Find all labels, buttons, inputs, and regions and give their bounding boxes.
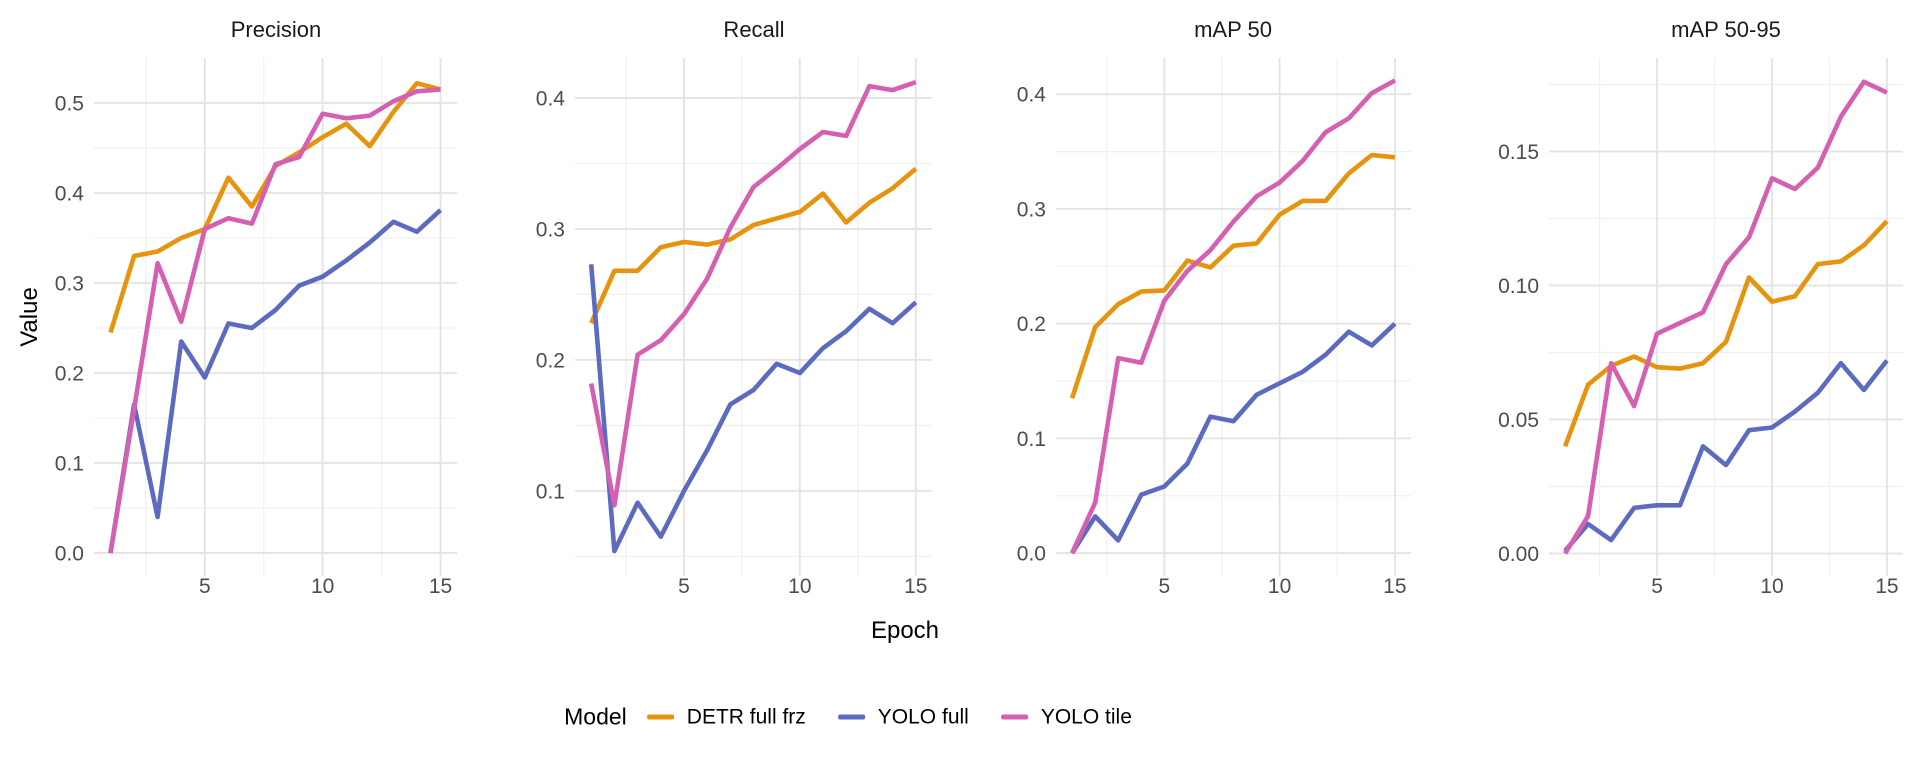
- series-line-detr-full-frz: [1562, 219, 1889, 448]
- y-tick-label: 0.10: [1498, 275, 1539, 298]
- facet-title-map5095: mAP 50-95: [1671, 17, 1781, 42]
- y-tick-label: 0.3: [55, 272, 84, 295]
- series-line-yolo-full: [588, 264, 918, 554]
- facet-title-map50: mAP 50: [1194, 17, 1272, 42]
- y-tick-label: 0.2: [55, 362, 84, 385]
- legend-item-detr-full-frz: DETR full frz: [646, 705, 806, 729]
- y-tick-label: 0.15: [1498, 141, 1539, 164]
- y-axis-title: Value: [16, 287, 43, 347]
- legend: Model DETR full frz YOLO full YOLO tile: [564, 704, 1132, 731]
- x-tick-label: 5: [199, 575, 211, 598]
- x-tick-label: 15: [904, 575, 927, 598]
- series-line-detr-full-frz: [1069, 152, 1396, 399]
- y-tick-label: 0.5: [55, 92, 84, 115]
- series-line-yolo-full: [108, 208, 443, 554]
- series-line-yolo-full: [1070, 322, 1397, 555]
- x-tick-label: 5: [678, 575, 690, 598]
- y-tick-label: 0.05: [1498, 409, 1539, 432]
- facet-title-recall: Recall: [723, 17, 785, 42]
- series-line-yolo-tile: [588, 80, 917, 508]
- facet-panel: 0.00 0.05 0.10 0.15 5 10 15: [1498, 58, 1903, 598]
- x-tick-label: 15: [429, 575, 452, 598]
- legend-swatch-detr-full-frz: [646, 714, 674, 720]
- x-tick-label: 10: [1268, 575, 1291, 598]
- series-line-yolo-full: [1563, 359, 1889, 553]
- y-tick-label: 0.2: [536, 349, 565, 372]
- y-tick-label: 0.00: [1498, 543, 1539, 566]
- legend-label-yolo-tile: YOLO tile: [1040, 705, 1132, 728]
- x-tick-label: 5: [1159, 575, 1171, 598]
- x-tick-label: 10: [311, 575, 334, 598]
- legend-item-yolo-full: YOLO full: [837, 705, 969, 729]
- y-tick-label: 0.1: [55, 452, 84, 475]
- y-tick-label: 0.2: [1017, 313, 1046, 336]
- y-tick-label: 0.3: [536, 218, 565, 241]
- legend-title: Model: [564, 703, 627, 730]
- y-tick-label: 0.4: [536, 87, 566, 110]
- series-line-yolo-tile: [1070, 78, 1397, 555]
- y-tick-label: 0.0: [55, 542, 84, 565]
- series-line-yolo-tile: [108, 87, 441, 554]
- x-axis-title: Epoch: [870, 617, 940, 644]
- x-tick-label: 15: [1383, 575, 1406, 598]
- x-tick-label: 15: [1875, 575, 1898, 598]
- x-tick-label: 5: [1651, 575, 1663, 598]
- facet-panel: 0.0 0.1 0.2 0.3 0.4 0.5 5 10 15: [55, 58, 457, 598]
- facet-panel: 0.0 0.1 0.2 0.3 0.4 5 10 15: [1017, 58, 1411, 598]
- series-line-detr-full-frz: [589, 166, 918, 325]
- legend-label-detr-full-frz: DETR full frz: [686, 705, 806, 728]
- legend-swatch-yolo-full: [837, 714, 865, 720]
- series-line-detr-full-frz: [108, 80, 442, 334]
- facet-panel: 0.1 0.2 0.3 0.4 5 10 15: [536, 58, 932, 598]
- facet-title-precision: Precision: [230, 17, 322, 42]
- x-tick-label: 10: [788, 575, 811, 598]
- y-tick-label: 0.3: [1017, 198, 1046, 221]
- x-tick-label: 10: [1760, 575, 1783, 598]
- y-tick-label: 0.1: [536, 480, 565, 503]
- legend-swatch-yolo-tile: [1000, 714, 1028, 720]
- y-tick-label: 0.1: [1017, 428, 1046, 451]
- series-line-yolo-tile: [1563, 79, 1888, 555]
- y-tick-label: 0.4: [55, 182, 85, 205]
- legend-item-yolo-tile: YOLO tile: [1000, 705, 1132, 729]
- legend-label-yolo-full: YOLO full: [877, 705, 969, 728]
- y-tick-label: 0.4: [1017, 84, 1047, 107]
- y-tick-label: 0.0: [1017, 543, 1046, 566]
